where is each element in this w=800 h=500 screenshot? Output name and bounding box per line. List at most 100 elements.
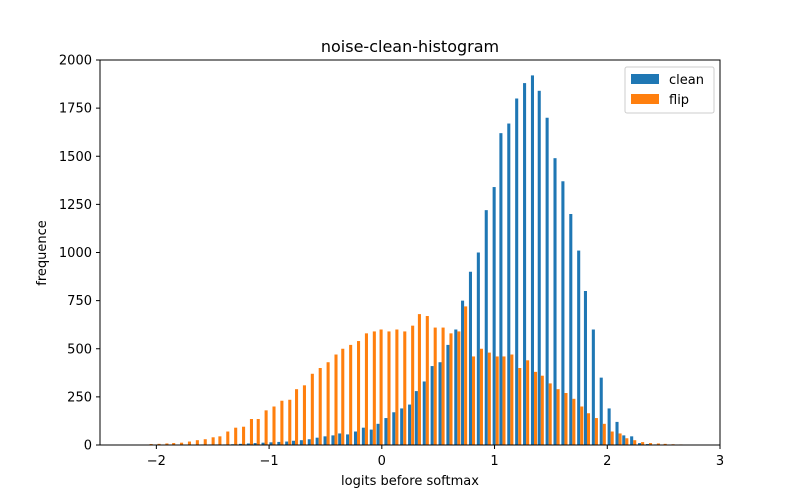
- bar-flip: [211, 437, 215, 445]
- y-tick-label: 1500: [59, 150, 92, 165]
- bar-clean: [630, 436, 634, 445]
- bar-flip: [594, 418, 598, 445]
- bar-flip: [510, 354, 514, 445]
- bar-clean: [615, 421, 619, 445]
- bar-flip: [218, 436, 222, 445]
- bar-flip: [663, 443, 667, 445]
- bar-clean: [353, 431, 358, 445]
- y-tick-label: 500: [67, 342, 92, 357]
- bar-flip: [187, 441, 191, 445]
- x-axis-ticks: −2 −1 0 1 2 3: [147, 445, 724, 469]
- bar-clean: [492, 187, 496, 446]
- bar-clean: [507, 123, 511, 445]
- x-axis-label: logits before softmax: [341, 474, 479, 489]
- bar-clean: [238, 443, 243, 445]
- bar-flip: [548, 383, 552, 445]
- bar-flip: [633, 440, 637, 445]
- bar-flip: [264, 410, 268, 445]
- x-tick-label: −2: [147, 454, 166, 469]
- bar-flip: [556, 389, 560, 445]
- legend-label-flip: flip: [669, 93, 689, 108]
- bar-clean: [515, 98, 519, 445]
- bar-clean: [561, 181, 565, 445]
- series-clean-bars: [146, 75, 680, 446]
- bar-flip: [341, 348, 345, 445]
- bar-clean: [591, 329, 595, 445]
- bar-clean: [476, 252, 480, 445]
- bar-flip: [526, 360, 530, 445]
- bar-flip: [618, 433, 622, 445]
- bar-flip: [157, 443, 161, 445]
- bar-flip: [457, 331, 461, 445]
- bar-flip: [449, 333, 453, 445]
- bar-flip: [502, 356, 506, 445]
- bar-flip: [487, 352, 491, 445]
- bar-clean: [545, 117, 549, 445]
- bar-clean: [269, 442, 273, 445]
- bar-clean: [331, 435, 335, 446]
- bar-flip: [334, 354, 338, 445]
- x-tick-label: 1: [490, 454, 498, 469]
- bar-flip: [564, 393, 568, 445]
- bar-flip: [602, 423, 606, 445]
- bar-clean: [369, 429, 373, 445]
- bar-clean: [315, 437, 319, 445]
- bar-flip: [379, 329, 383, 445]
- y-tick-label: 0: [84, 439, 92, 454]
- bar-clean: [537, 90, 541, 446]
- y-tick-label: 2000: [59, 54, 92, 69]
- bar-clean: [530, 75, 534, 446]
- bar-clean: [523, 83, 527, 445]
- bar-clean: [408, 404, 412, 445]
- bar-clean: [468, 271, 472, 445]
- bar-flip: [280, 400, 284, 445]
- x-tick-label: 2: [603, 454, 611, 469]
- bar-flip: [349, 344, 353, 445]
- legend-label-clean: clean: [669, 73, 704, 88]
- bar-flip: [318, 368, 322, 445]
- y-tick-label: 1750: [59, 102, 92, 117]
- bar-clean: [285, 441, 289, 445]
- bar-clean: [499, 133, 503, 445]
- bar-clean: [438, 362, 442, 445]
- bar-clean: [569, 214, 573, 445]
- bar-flip: [249, 419, 253, 445]
- legend: clean flip: [624, 66, 715, 114]
- y-axis-label: frequence: [35, 220, 50, 286]
- bar-clean: [454, 329, 458, 445]
- bar-flip: [326, 362, 330, 445]
- bar-flip: [425, 316, 429, 445]
- series-flip-bars: [149, 306, 683, 445]
- bar-flip: [586, 413, 591, 445]
- bar-clean: [384, 418, 388, 445]
- bar-flip: [364, 333, 368, 445]
- bar-flip: [357, 341, 361, 445]
- bar-flip: [256, 419, 260, 445]
- bar-clean: [430, 366, 434, 445]
- bar-clean: [400, 408, 404, 445]
- bar-clean: [414, 391, 418, 445]
- bar-flip: [464, 306, 468, 445]
- bar-flip: [272, 406, 276, 445]
- bar-flip: [302, 385, 306, 445]
- x-tick-label: 3: [716, 454, 724, 469]
- bar-flip: [518, 368, 522, 445]
- bar-flip: [310, 373, 314, 445]
- bar-flip: [610, 431, 614, 445]
- bar-flip: [495, 356, 499, 445]
- bar-flip: [395, 329, 399, 445]
- bar-flip: [648, 443, 653, 445]
- x-tick-label: −1: [260, 454, 279, 469]
- bar-clean: [461, 300, 465, 446]
- bar-flip: [580, 406, 584, 445]
- bar-clean: [622, 435, 626, 446]
- y-tick-label: 750: [67, 294, 92, 309]
- bar-flip: [534, 371, 538, 445]
- bar-clean: [361, 427, 365, 445]
- bar-clean: [253, 443, 257, 445]
- bar-flip: [180, 442, 184, 445]
- bar-clean: [583, 291, 587, 445]
- bar-clean: [599, 377, 603, 446]
- bar-clean: [299, 440, 303, 445]
